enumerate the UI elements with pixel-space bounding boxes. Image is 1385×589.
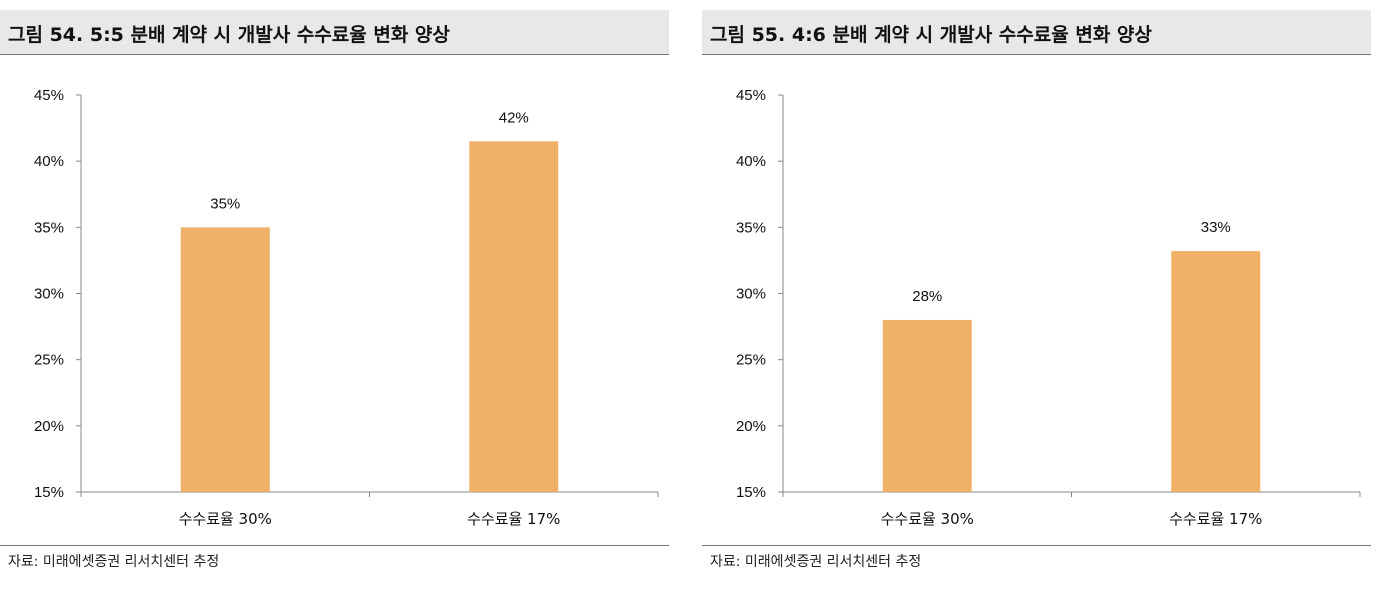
chart-title: 그림 55. 4:6 분배 계약 시 개발사 수수료율 변화 양상 <box>710 24 1152 46</box>
data-label: 28% <box>912 288 942 305</box>
chart-title-bar: 그림 55. 4:6 분배 계약 시 개발사 수수료율 변화 양상 <box>702 10 1371 55</box>
y-tick-label: 15% <box>736 484 766 501</box>
x-category-label: 수수료율 17% <box>467 510 560 528</box>
y-tick-label: 25% <box>736 352 766 369</box>
bar <box>180 227 270 493</box>
y-tick-label: 45% <box>736 87 766 104</box>
chart-title-bar: 그림 54. 5:5 분배 계약 시 개발사 수수료율 변화 양상 <box>0 10 669 55</box>
y-tick-label: 30% <box>34 286 64 303</box>
data-label: 42% <box>499 109 529 126</box>
x-category-label: 수수료율 30% <box>179 510 272 528</box>
y-tick-label: 35% <box>34 219 64 236</box>
y-tick-label: 20% <box>34 418 64 435</box>
chart-title: 그림 54. 5:5 분배 계약 시 개발사 수수료율 변화 양상 <box>8 24 450 46</box>
source-divider <box>702 545 1371 546</box>
y-tick-label: 40% <box>736 153 766 170</box>
x-category-label: 수수료율 17% <box>1169 510 1262 528</box>
bar <box>1171 251 1261 492</box>
y-tick-label: 20% <box>736 418 766 435</box>
source-note: 자료: 미래에셋증권 리서치센터 추정 <box>710 554 922 570</box>
x-category-label: 수수료율 30% <box>881 510 974 528</box>
y-tick-label: 30% <box>736 286 766 303</box>
data-label: 33% <box>1201 219 1231 236</box>
bar-chart-54: 15% 20% 25% 30% 35% 40% 45% 35% 수수료율 30% 42% 수수료율 … <box>34 87 659 528</box>
source-note: 자료: 미래에셋증권 리서치센터 추정 <box>8 554 220 570</box>
data-label: 35% <box>210 195 240 212</box>
chart-panel-left: 그림 54. 5:5 분배 계약 시 개발사 수수료율 변화 양상 15% 20%… <box>0 0 669 589</box>
y-tick-label: 45% <box>34 87 64 104</box>
y-tick-label: 25% <box>34 352 64 369</box>
bar <box>882 319 972 492</box>
bar <box>469 141 559 493</box>
y-tick-label: 40% <box>34 153 64 170</box>
source-divider <box>0 545 669 546</box>
bar-chart-55: 15% 20% 25% 30% 35% 40% 45% 28% 수수료율 30% 33% 수수료율 … <box>736 87 1361 528</box>
y-tick-label: 15% <box>34 484 64 501</box>
chart-panel-right: 그림 55. 4:6 분배 계약 시 개발사 수수료율 변화 양상 15% 20%… <box>702 0 1371 589</box>
y-tick-label: 35% <box>736 219 766 236</box>
